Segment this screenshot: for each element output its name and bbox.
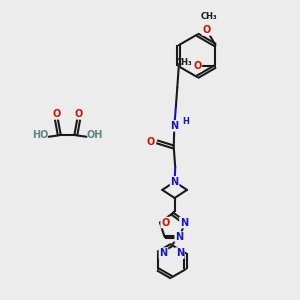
Text: CH₃: CH₃ [176, 58, 192, 67]
Text: O: O [193, 61, 201, 71]
Text: O: O [161, 218, 170, 228]
Text: H: H [183, 117, 190, 126]
Text: N: N [171, 177, 179, 187]
Text: N: N [170, 121, 178, 131]
Text: O: O [52, 109, 61, 119]
Text: N: N [159, 248, 168, 258]
Text: CH₃: CH₃ [201, 12, 217, 21]
Text: OH: OH [86, 130, 103, 140]
Text: O: O [202, 25, 211, 35]
Text: O: O [75, 109, 83, 119]
Text: N: N [176, 248, 184, 258]
Text: O: O [146, 137, 154, 147]
Text: N: N [175, 232, 183, 242]
Text: N: N [180, 218, 188, 228]
Text: HO: HO [33, 130, 49, 140]
